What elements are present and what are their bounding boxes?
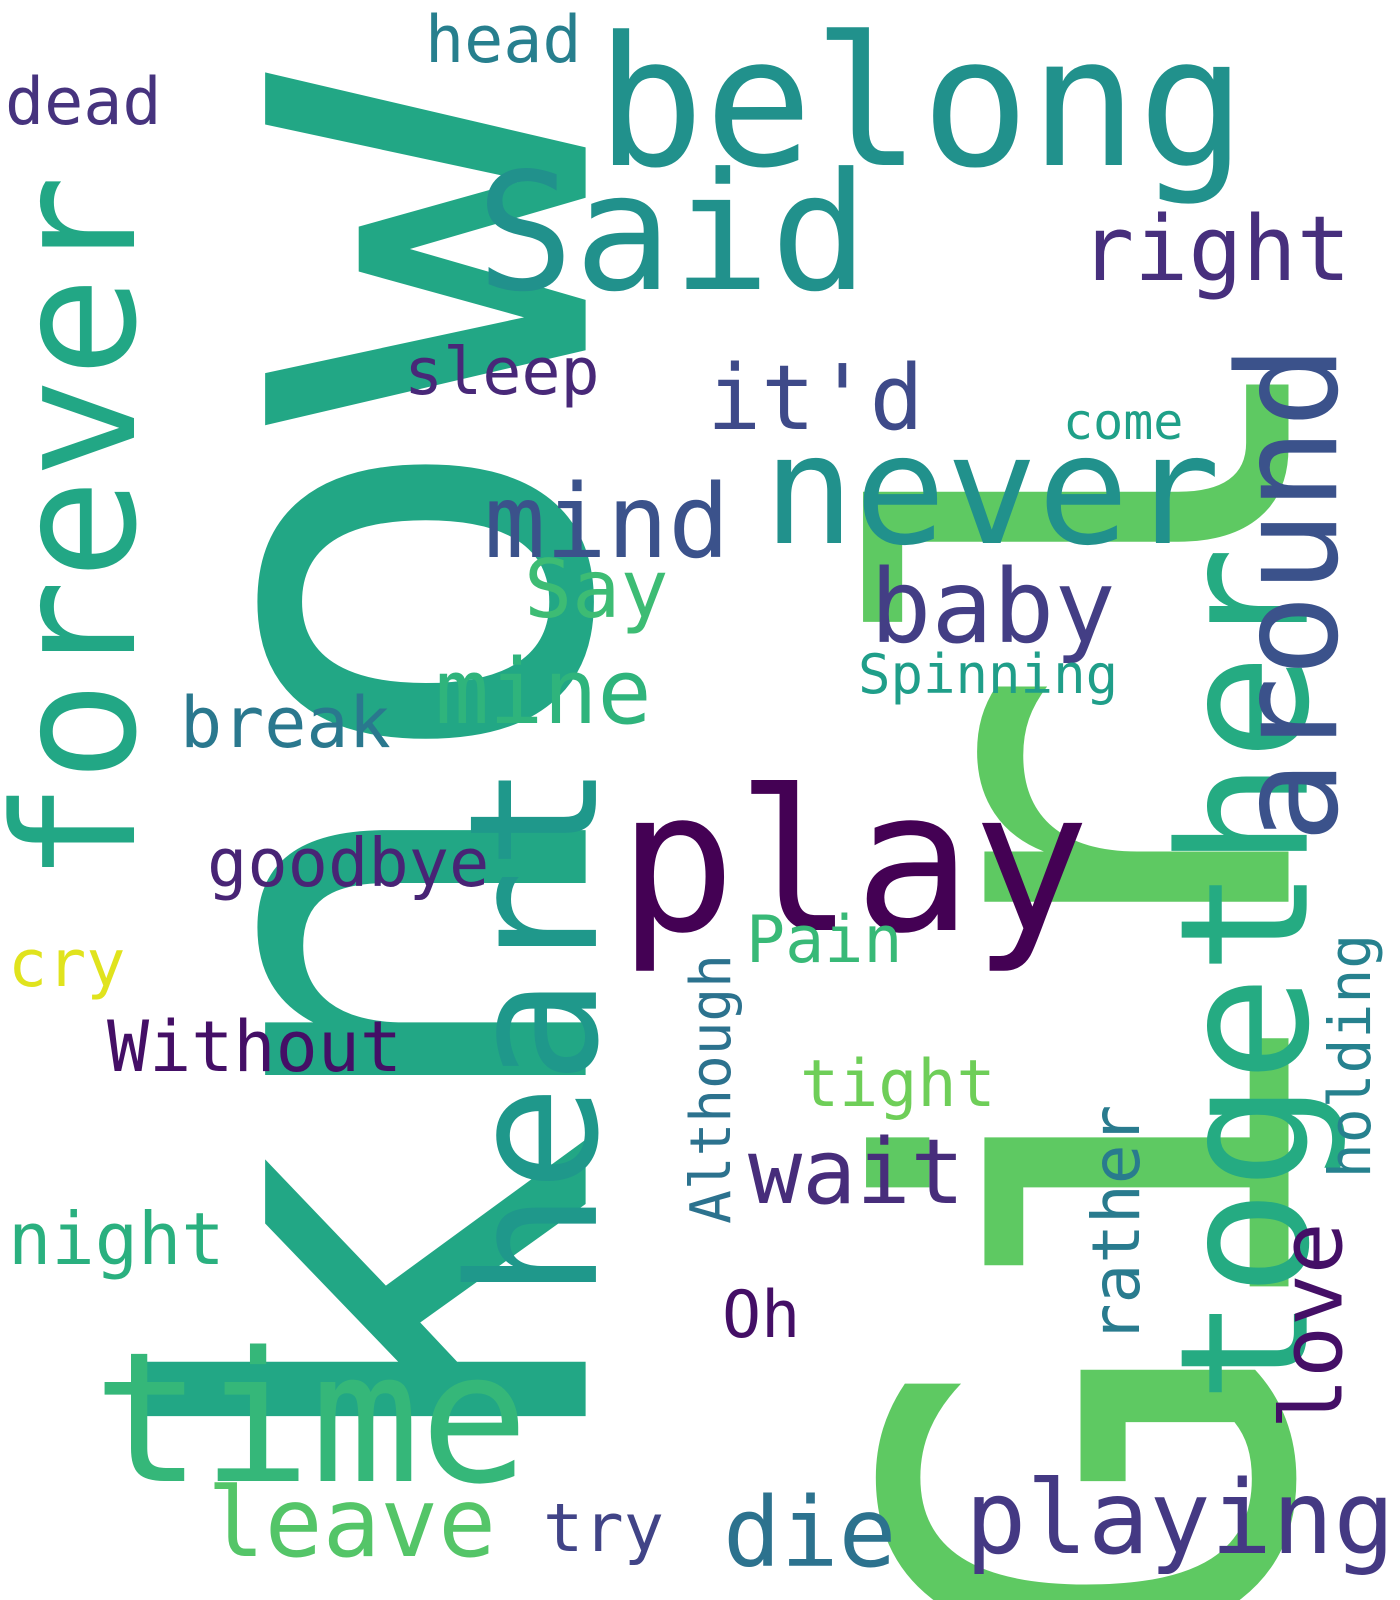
word-play: play (618, 749, 1091, 977)
word-night: night (8, 1197, 225, 1281)
word-goodbye: goodbye (207, 824, 490, 902)
word-die: die (723, 1477, 897, 1589)
word-head: head (425, 3, 582, 78)
word-love: love (1262, 1222, 1363, 1430)
word-mind: mind (484, 463, 730, 582)
word-rather: rather (1078, 1104, 1156, 1344)
word-come: come (1063, 393, 1184, 451)
word-said: Said (476, 139, 869, 328)
word-mine: mine (435, 640, 652, 745)
word-oh: Oh (722, 1278, 801, 1353)
word-never: never (763, 402, 1221, 579)
word-leave: leave (207, 1467, 496, 1579)
word-pain: Pain (746, 903, 903, 978)
word-holding: holding (1316, 933, 1385, 1179)
word-although: Although (678, 954, 744, 1224)
word-tight: tight (800, 1047, 996, 1122)
word-break: break (180, 682, 391, 764)
word-cry: cry (8, 927, 126, 1002)
word-forever: forever (0, 174, 175, 884)
word-without: Without (107, 1006, 403, 1088)
word-wait: wait (748, 1120, 965, 1225)
word-right: right (1080, 197, 1351, 302)
word-say: Say (524, 543, 669, 636)
word-dead: dead (5, 65, 162, 140)
word-playing: playing (965, 1459, 1395, 1578)
word-sleep: sleep (404, 335, 600, 410)
word-time: time (93, 1313, 529, 1524)
word-itd: it'd (707, 346, 924, 451)
word-around: around (1208, 344, 1370, 844)
word-baby: baby (870, 548, 1116, 667)
word-spinning: Spinning (858, 643, 1119, 706)
word-try: try (543, 1489, 665, 1567)
word-belong: belong (596, 0, 1247, 208)
